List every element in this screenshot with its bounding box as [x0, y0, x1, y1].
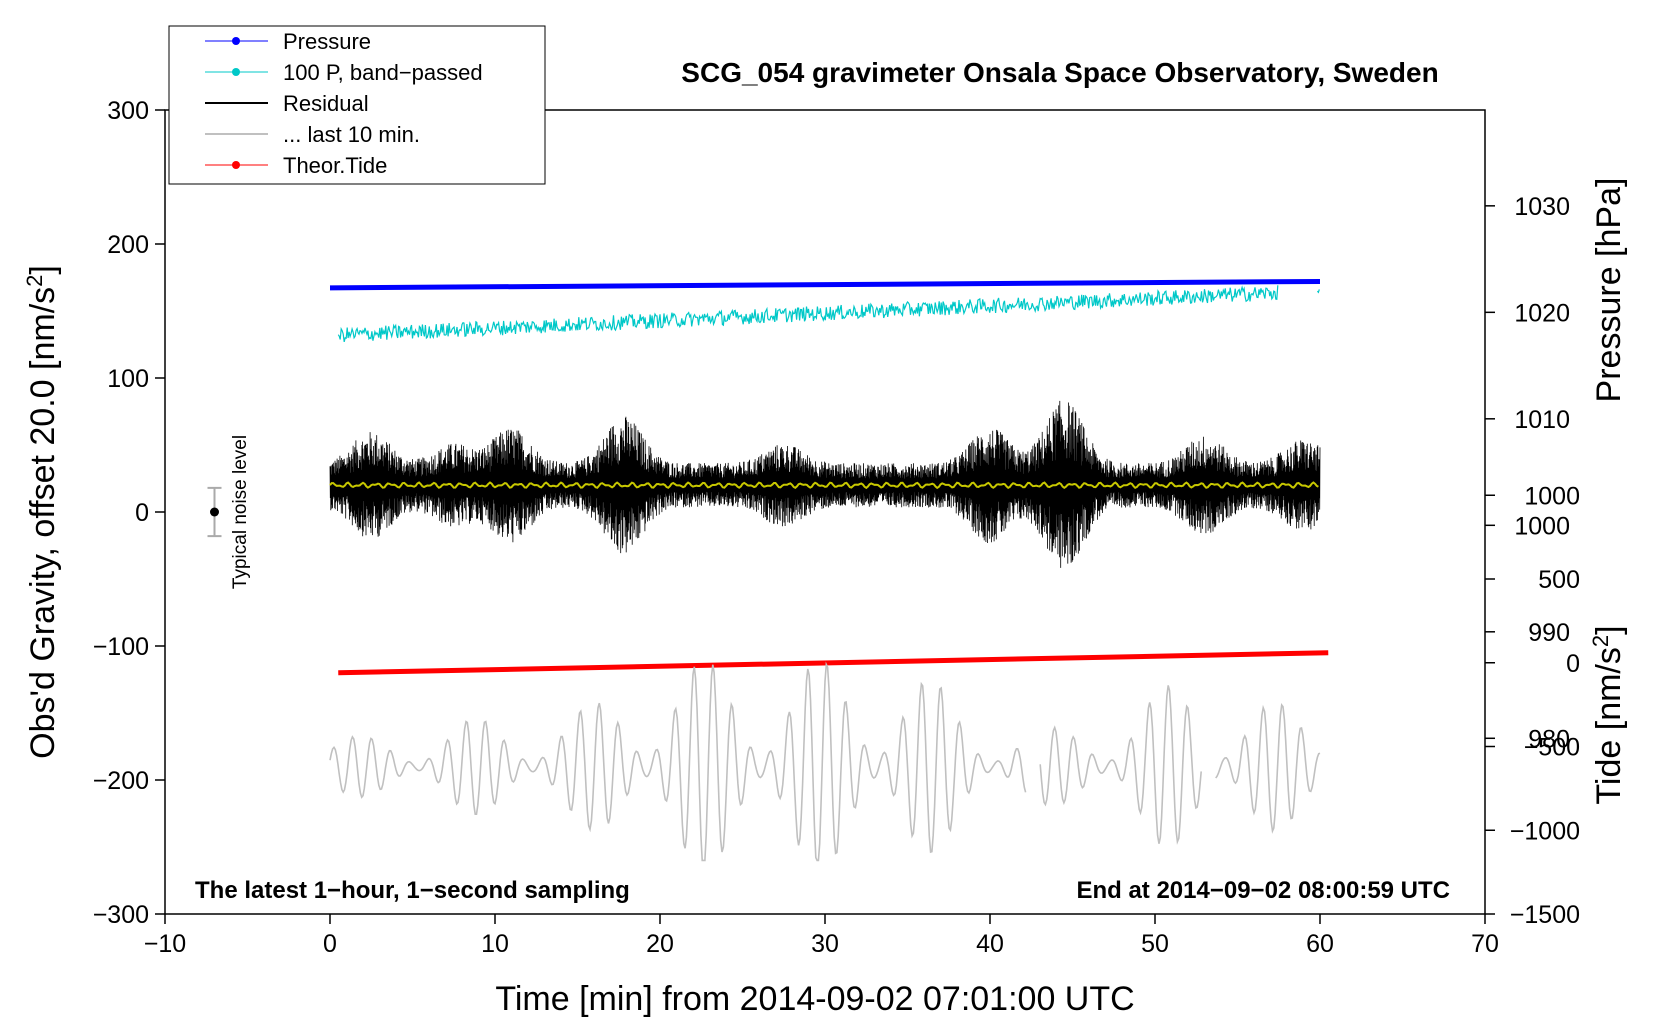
x-tick-label: 60 — [1306, 930, 1334, 958]
tide-tick-label: −1500 — [1510, 901, 1580, 929]
tide-tick-label: −1000 — [1510, 817, 1580, 845]
tide-tick-label: 1000 — [1524, 482, 1580, 510]
tide-tick-label: 500 — [1538, 566, 1580, 594]
legend-box — [168, 25, 546, 185]
sampling-label: The latest 1−hour, 1−second sampling — [195, 877, 630, 904]
x-tick-label: −10 — [144, 930, 186, 958]
y-tick-label: −100 — [93, 633, 149, 661]
x-axis: −10 0 10 20 30 40 50 60 70 — [144, 914, 1499, 958]
legend: Pressure 100 P, band−passed Residual ... la… — [168, 25, 546, 185]
legend-label: ... last 10 min. — [283, 122, 420, 147]
legend-marker — [232, 161, 240, 169]
pressure-tick-label: 1000 — [1514, 512, 1570, 540]
y-left-title-main: Obs'd Gravity, offset 20.0 [nm/s — [24, 287, 62, 759]
y-tick-label: 100 — [107, 365, 149, 393]
chart-title: SCG_054 gravimeter Onsala Space Observat… — [681, 57, 1438, 88]
pressure-tick-label: 990 — [1528, 619, 1570, 647]
tide-title-sup: 2 — [1588, 635, 1613, 647]
legend-label: 100 P, band−passed — [283, 60, 483, 85]
pressure-tick-label: 1020 — [1514, 299, 1570, 327]
end-time-label: End at 2014−09−02 08:00:59 UTC — [1076, 877, 1450, 904]
x-tick-label: 0 — [323, 930, 337, 958]
series-theor-tide — [338, 650, 1329, 676]
tide-title-main: Tide [nm/s — [1590, 647, 1628, 804]
noise-level-label: Typical noise level — [230, 435, 251, 589]
x-tick-label: 10 — [481, 930, 509, 958]
noise-level-indicator — [207, 486, 222, 538]
y-tick-label: 200 — [107, 231, 149, 259]
series-last-10-min — [329, 661, 1321, 862]
x-tick-label: 40 — [976, 930, 1004, 958]
y-left-title-end: ] — [24, 265, 62, 274]
x-tick-label: 50 — [1141, 930, 1169, 958]
y-left-title-sup: 2 — [22, 275, 47, 287]
series-residual-smoothed — [329, 481, 1319, 490]
pressure-tick-label: 1030 — [1514, 193, 1570, 221]
pressure-axis-title: Pressure [hPa] — [1590, 178, 1628, 403]
x-axis-title: Time [min] from 2014-09-02 07:01:00 UTC — [495, 980, 1134, 1018]
legend-label: Pressure — [283, 29, 371, 54]
noise-center-dot — [210, 507, 219, 517]
series-pressure — [329, 278, 1321, 291]
series-layer — [329, 278, 1329, 862]
pressure-tick-label: 1010 — [1514, 406, 1570, 434]
legend-marker — [232, 37, 240, 45]
series-residual — [329, 400, 1321, 568]
y-tick-label: 300 — [107, 97, 149, 125]
y-axis-left: −300 −200 −100 0 100 200 300 — [93, 97, 165, 929]
pressure-axis: 980 990 1000 1010 1020 1030 — [1485, 193, 1570, 753]
y-tick-label: −300 — [93, 901, 149, 929]
legend-label: Residual — [283, 91, 369, 116]
y-tick-label: 0 — [135, 499, 149, 527]
tide-title-end: ] — [1590, 625, 1628, 634]
pressure-tick-label: 980 — [1528, 725, 1570, 753]
x-tick-label: 70 — [1471, 930, 1499, 958]
legend-label: Theor.Tide — [283, 153, 387, 178]
y-axis-left-title: Obs'd Gravity, offset 20.0 [nm/s2] — [22, 265, 62, 759]
legend-marker — [232, 68, 240, 76]
tide-tick-label: −500 — [1524, 734, 1580, 762]
tide-axis-title: Tide [nm/s2] — [1588, 625, 1628, 804]
series-band-passed — [337, 285, 1320, 343]
tide-tick-label: 0 — [1566, 650, 1580, 678]
tide-axis: −1500 −1000 −500 0 500 1000 — [1485, 482, 1580, 929]
x-tick-label: 30 — [811, 930, 839, 958]
y-tick-label: −200 — [93, 767, 149, 795]
x-tick-label: 20 — [646, 930, 674, 958]
